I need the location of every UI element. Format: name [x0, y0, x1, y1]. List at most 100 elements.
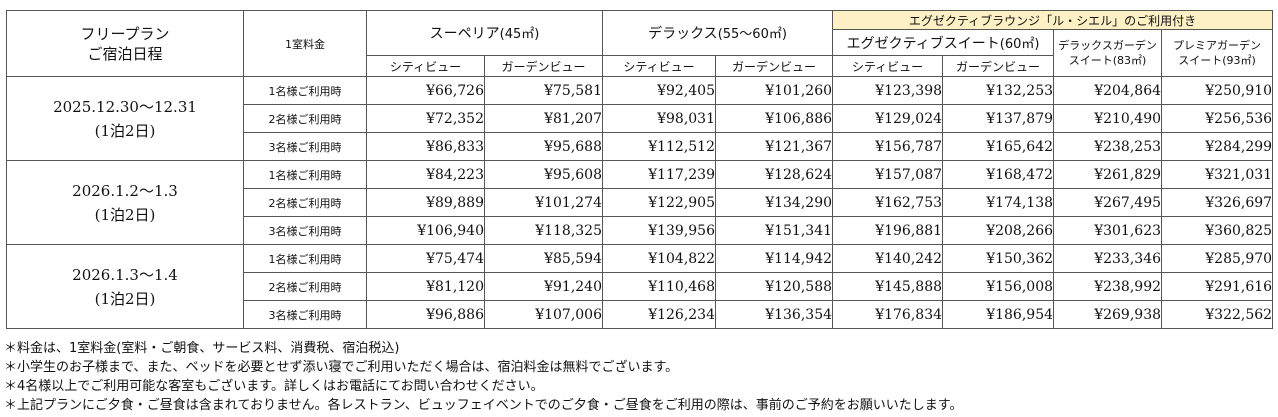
- price-cell: ¥118,325: [484, 216, 603, 245]
- room-header-deluxe-garden-suite: デラックスガーデン スイート(83㎡): [1053, 29, 1163, 77]
- price-cell: ¥128,624: [714, 160, 834, 189]
- price-cell: ¥284,299: [1161, 132, 1274, 161]
- price-cell: ¥81,207: [484, 104, 603, 133]
- price-cell: ¥136,354: [714, 300, 834, 329]
- price-cell: ¥117,239: [602, 160, 716, 189]
- view-header: ガーデンビュー: [714, 55, 834, 77]
- table-row: 2名様ご利用時 ¥89,889 ¥101,274 ¥122,905 ¥134,290 ¥1…: [7, 188, 1274, 217]
- price-cell: ¥261,829: [1053, 160, 1163, 189]
- view-header: シティビュー: [602, 55, 716, 77]
- occupancy-label: 1名様ご利用時: [243, 244, 367, 273]
- view-header: ガーデンビュー: [484, 55, 603, 77]
- price-cell: ¥110,468: [602, 272, 716, 301]
- price-cell: ¥134,290: [714, 188, 834, 217]
- price-cell: ¥95,688: [484, 132, 603, 161]
- price-cell: ¥168,472: [942, 160, 1055, 189]
- note-line: ＊4名様以上でご利用可能な客室もございます。詳しくはお電話にてお問い合わせくださ…: [4, 379, 544, 394]
- room-header-premier-garden-suite: プレミアガーデン スイート(93㎡): [1161, 29, 1274, 77]
- price-cell: ¥204,864: [1053, 76, 1163, 105]
- price-cell: ¥151,341: [714, 216, 834, 245]
- price-cell: ¥132,253: [942, 76, 1055, 105]
- stay-nights: (1泊2日): [94, 289, 156, 308]
- price-cell: ¥250,910: [1161, 76, 1274, 105]
- price-cell: ¥196,881: [832, 216, 944, 245]
- plan-title-line1: フリープラン: [80, 24, 170, 43]
- price-cell: ¥156,008: [942, 272, 1055, 301]
- price-cell: ¥291,616: [1161, 272, 1274, 301]
- base-price-header: 1室料金: [243, 10, 367, 77]
- room-header-executive-suite: エグゼクティブスイート(60㎡): [832, 29, 1055, 56]
- price-cell: ¥85,594: [484, 244, 603, 273]
- price-cell: ¥210,490: [1053, 104, 1163, 133]
- price-cell: ¥162,753: [832, 188, 944, 217]
- price-cell: ¥174,138: [942, 188, 1055, 217]
- notes: ＊料金は、1室料金(室料・ご朝食、サービス料、消費税、宿泊税込) ＊小学生のお子…: [4, 339, 1274, 415]
- price-cell: ¥81,120: [366, 272, 485, 301]
- price-cell: ¥66,726: [366, 76, 485, 105]
- price-cell: ¥233,346: [1053, 244, 1163, 273]
- table-row: 3名様ご利用時 ¥106,940 ¥118,325 ¥139,956 ¥151,341 ¥…: [7, 216, 1274, 245]
- plan-title-line2: ご宿泊日程: [87, 44, 163, 63]
- price-cell: ¥186,954: [942, 300, 1055, 329]
- stay-date: 2026.1.3〜1.4: [72, 265, 178, 284]
- price-cell: ¥129,024: [832, 104, 944, 133]
- price-cell: ¥75,581: [484, 76, 603, 105]
- occupancy-label: 3名様ご利用時: [243, 300, 367, 329]
- rate-table-body: 2025.12.30〜12.31 (1泊2日) 1名様ご利用時 ¥66,726 ¥75,…: [6, 76, 1274, 329]
- stay-period: 2025.12.30〜12.31 (1泊2日): [6, 76, 244, 161]
- price-cell: ¥95,608: [484, 160, 603, 189]
- note-line: ＊料金は、1室料金(室料・ご朝食、サービス料、消費税、宿泊税込): [4, 341, 400, 356]
- price-cell: ¥238,992: [1053, 272, 1163, 301]
- price-cell: ¥139,956: [602, 216, 716, 245]
- occupancy-label: 3名様ご利用時: [243, 132, 367, 161]
- price-cell: ¥114,942: [714, 244, 834, 273]
- price-cell: ¥96,886: [366, 300, 485, 329]
- rate-table: フリープラン ご宿泊日程 1室料金 スーペリア(45㎡) デラックス(55〜60…: [6, 10, 1274, 329]
- price-cell: ¥176,834: [832, 300, 944, 329]
- stay-nights: (1泊2日): [94, 205, 156, 224]
- note-line: ＊小学生のお子様まで、また、ベッドを必要とせず添い寝でご利用いただく場合は、宿泊…: [4, 360, 679, 375]
- price-cell: ¥121,367: [714, 132, 834, 161]
- price-cell: ¥106,886: [714, 104, 834, 133]
- price-cell: ¥122,905: [602, 188, 716, 217]
- price-cell: ¥140,242: [832, 244, 944, 273]
- price-cell: ¥285,970: [1161, 244, 1274, 273]
- price-cell: ¥106,940: [366, 216, 485, 245]
- note-line: ＊上記プランにご夕食・ご昼食は含まれておりません。各レストラン、ビュッフェイベン…: [4, 398, 963, 413]
- occupancy-label: 1名様ご利用時: [243, 76, 367, 105]
- price-cell: ¥84,223: [366, 160, 485, 189]
- table-row: 2名様ご利用時 ¥72,352 ¥81,207 ¥98,031 ¥106,886 ¥129…: [7, 104, 1274, 133]
- stay-nights: (1泊2日): [94, 121, 156, 140]
- stay-period: 2026.1.2〜1.3 (1泊2日): [6, 160, 244, 245]
- table-row: 2名様ご利用時 ¥81,120 ¥91,240 ¥110,468 ¥120,588 ¥14…: [7, 272, 1274, 301]
- price-cell: ¥150,362: [942, 244, 1055, 273]
- occupancy-label: 2名様ご利用時: [243, 104, 367, 133]
- price-cell: ¥120,588: [714, 272, 834, 301]
- price-cell: ¥208,266: [942, 216, 1055, 245]
- price-cell: ¥123,398: [832, 76, 944, 105]
- price-cell: ¥322,562: [1161, 300, 1274, 329]
- table-row: 3名様ご利用時 ¥86,833 ¥95,688 ¥112,512 ¥121,367 ¥15…: [7, 132, 1274, 161]
- table-row: 3名様ご利用時 ¥96,886 ¥107,006 ¥126,234 ¥136,354 ¥1…: [7, 300, 1274, 329]
- price-cell: ¥256,536: [1161, 104, 1274, 133]
- price-cell: ¥92,405: [602, 76, 716, 105]
- room-header-superior: スーペリア(45㎡): [366, 10, 603, 56]
- occupancy-label: 1名様ご利用時: [243, 160, 367, 189]
- stay-period: 2026.1.3〜1.4 (1泊2日): [6, 244, 244, 329]
- occupancy-label: 2名様ご利用時: [243, 188, 367, 217]
- plan-title: フリープラン ご宿泊日程: [6, 10, 244, 77]
- table-row: 2025.12.30〜12.31 (1泊2日) 1名様ご利用時 ¥66,726 ¥75,…: [6, 76, 1274, 161]
- room-header-deluxe: デラックス(55〜60㎡): [601, 10, 834, 56]
- stay-date: 2025.12.30〜12.31: [53, 97, 197, 116]
- price-cell: ¥86,833: [366, 132, 485, 161]
- price-cell: ¥101,274: [484, 188, 603, 217]
- table-row: 2026.1.2〜1.3 (1泊2日) 1名様ご利用時 ¥84,223 ¥95,608 ¥…: [6, 160, 1274, 245]
- price-cell: ¥112,512: [602, 132, 716, 161]
- occupancy-label: 3名様ご利用時: [243, 216, 367, 245]
- price-cell: ¥157,087: [832, 160, 944, 189]
- occupancy-label: 2名様ご利用時: [243, 272, 367, 301]
- price-cell: ¥107,006: [484, 300, 603, 329]
- price-cell: ¥360,825: [1161, 216, 1274, 245]
- price-cell: ¥267,495: [1053, 188, 1163, 217]
- price-cell: ¥75,474: [366, 244, 485, 273]
